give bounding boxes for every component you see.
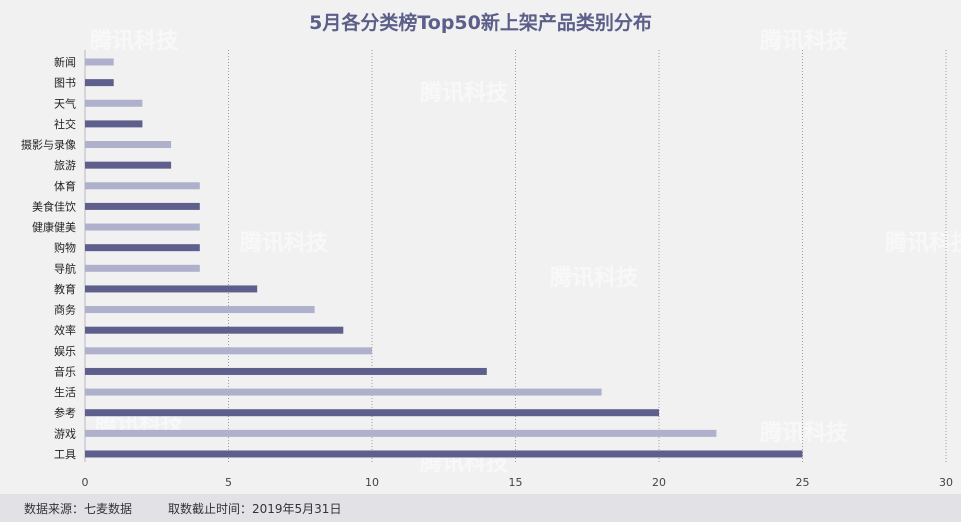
x-tick-label: 0 xyxy=(82,476,89,489)
category-label: 美食佳饮 xyxy=(32,199,76,213)
bar xyxy=(85,99,143,107)
bar xyxy=(85,223,200,231)
tick-labels: 0 5 10 15 20 25 30 xyxy=(82,476,954,489)
bar xyxy=(85,79,114,87)
category-label: 生活 xyxy=(54,385,76,399)
bar xyxy=(85,347,372,355)
bars xyxy=(85,58,803,458)
bar xyxy=(85,202,200,210)
x-tick-label: 20 xyxy=(652,476,666,489)
category-label: 健康健美 xyxy=(32,220,76,234)
category-labels: 新闻图书天气社交摄影与录像旅游体育美食佳饮健康健美购物导航教育商务效率娱乐音乐生… xyxy=(21,55,76,461)
bar xyxy=(85,367,487,375)
bar xyxy=(85,264,200,272)
category-label: 旅游 xyxy=(54,158,76,172)
category-label: 社交 xyxy=(54,117,76,131)
bar xyxy=(85,409,659,417)
category-label: 教育 xyxy=(54,282,76,296)
bar xyxy=(85,244,200,252)
category-label: 摄影与录像 xyxy=(21,138,76,152)
category-label: 音乐 xyxy=(54,364,76,378)
category-label: 图书 xyxy=(54,77,76,90)
category-label: 新闻 xyxy=(54,55,76,69)
footer-cutoff: 取数截止时间：2019年5月31日 xyxy=(168,502,342,516)
watermark-text: 腾讯科技 xyxy=(550,266,639,291)
watermark-text: 腾讯科技 xyxy=(90,29,179,54)
category-label: 商务 xyxy=(54,303,76,317)
category-label: 娱乐 xyxy=(54,344,76,358)
category-label: 天气 xyxy=(54,96,76,110)
bar xyxy=(85,141,172,149)
bar xyxy=(85,388,602,396)
category-label: 参考 xyxy=(54,406,76,420)
watermark-text: 腾讯科技 xyxy=(885,231,961,256)
watermark-text: 腾讯科技 xyxy=(420,81,509,106)
bar xyxy=(85,182,200,190)
category-label: 游戏 xyxy=(54,427,76,440)
chart-title: 5月各分类榜Top50新上架产品类别分布 xyxy=(309,12,652,34)
watermark-layer: 腾讯科技腾讯科技腾讯科技腾讯科技腾讯科技腾讯科技腾讯科技腾讯科技腾讯科技 xyxy=(90,29,961,476)
bar xyxy=(85,450,803,458)
bar xyxy=(85,58,114,66)
x-tick-label: 5 xyxy=(225,476,232,489)
watermark-text: 腾讯科技 xyxy=(760,421,849,446)
bar xyxy=(85,285,258,293)
bar xyxy=(85,429,717,437)
x-tick-label: 25 xyxy=(796,476,810,489)
category-label: 效率 xyxy=(54,323,76,337)
footer-bar: 数据来源：七麦数据 取数截止时间：2019年5月31日 xyxy=(0,494,961,522)
footer-source: 数据来源：七麦数据 xyxy=(24,502,133,516)
x-tick-label: 15 xyxy=(509,476,523,489)
x-tick-label: 30 xyxy=(939,476,953,489)
x-tick-label: 10 xyxy=(365,476,379,489)
category-label: 工具 xyxy=(54,448,76,461)
bar xyxy=(85,120,143,128)
category-label: 导航 xyxy=(54,261,76,275)
bar xyxy=(85,306,315,314)
bar xyxy=(85,326,344,334)
grid-lines xyxy=(84,50,947,462)
watermark-text: 腾讯科技 xyxy=(240,231,329,256)
watermark-text: 腾讯科技 xyxy=(760,29,849,54)
bar-chart: 腾讯科技腾讯科技腾讯科技腾讯科技腾讯科技腾讯科技腾讯科技腾讯科技腾讯科技 新闻图… xyxy=(21,29,961,489)
bar xyxy=(85,161,172,169)
category-label: 购物 xyxy=(54,241,76,255)
category-label: 体育 xyxy=(54,179,76,193)
